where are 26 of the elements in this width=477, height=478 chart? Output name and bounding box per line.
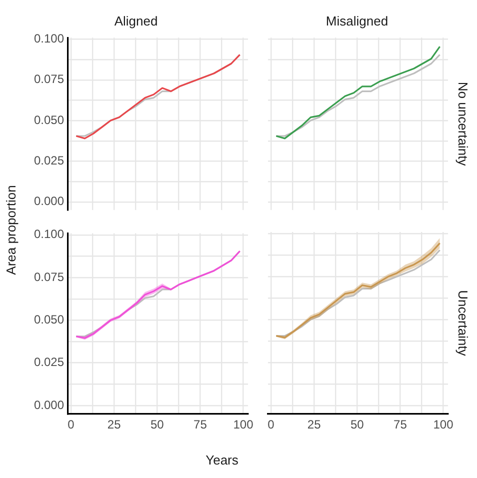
chart-title: Aligned bbox=[114, 13, 158, 28]
x-tick-label: 100 bbox=[433, 418, 454, 432]
x-tick-label: 100 bbox=[233, 418, 254, 432]
y-tick-label: 0.050 bbox=[34, 112, 64, 127]
x-tick-label: 75 bbox=[394, 418, 408, 432]
y-tick-label: 0.100 bbox=[34, 32, 64, 46]
y-tick-label: 0.100 bbox=[34, 227, 64, 242]
y-tick-label: 0.025 bbox=[34, 154, 64, 168]
x-tick-label: 0 bbox=[68, 418, 75, 432]
y-axis-title: Area proportion bbox=[4, 185, 18, 275]
chart-title: Misaligned bbox=[326, 13, 388, 28]
x-tick-label: 75 bbox=[194, 418, 208, 432]
x-tick-label: 50 bbox=[350, 418, 364, 432]
y-tick-label: 0.075 bbox=[34, 270, 64, 284]
x-axis-title: Years bbox=[206, 452, 238, 468]
y-tick-label: 0.050 bbox=[34, 312, 64, 326]
y-tick-label: 0.075 bbox=[34, 72, 64, 86]
y-tick-label: 0.000 bbox=[34, 398, 64, 412]
text: Uncertainty bbox=[455, 290, 470, 356]
x-tick-label: 25 bbox=[307, 418, 322, 432]
text: No uncertainty bbox=[455, 82, 470, 166]
x-tick-label: 25 bbox=[107, 418, 122, 432]
y-tick-label: 0.000 bbox=[34, 194, 64, 208]
y-tick-label: 0.025 bbox=[34, 355, 64, 370]
x-tick-label: 0 bbox=[268, 418, 275, 432]
x-tick-label: 50 bbox=[150, 418, 164, 432]
